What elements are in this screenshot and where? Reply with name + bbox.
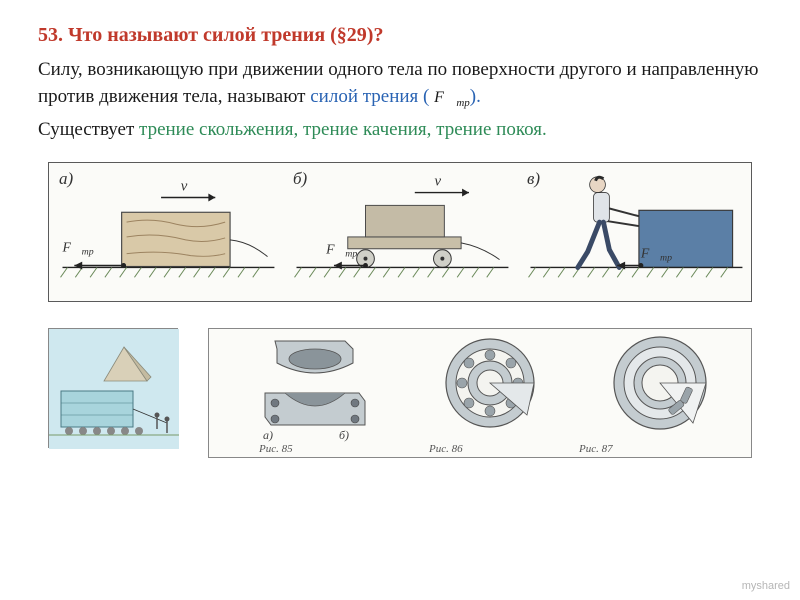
force-symbol: F⃗тр <box>434 89 470 106</box>
definition-text: Силу, возникающую при движении одного те… <box>38 57 762 111</box>
types-list: трение скольжения, трение качения, трени… <box>139 119 547 140</box>
panel-sliding: а) v⃗ <box>49 163 283 301</box>
panel-static: в) <box>517 163 751 301</box>
panel-rolling: б) <box>283 163 517 301</box>
rolling-friction-svg: v⃗ F⃗тр <box>283 163 517 301</box>
pyramid-figure <box>48 328 178 448</box>
types-prefix: Существует <box>38 119 139 140</box>
def-part2: ( <box>418 86 434 107</box>
static-friction-svg: F⃗тр <box>517 163 751 301</box>
fig-caption-87: Рис. 87 <box>579 443 613 455</box>
svg-text:v⃗: v⃗ <box>435 173 453 189</box>
panel-label-v: в) <box>527 169 540 189</box>
roller-bearing-svg <box>605 333 715 443</box>
force-symbol-f: F⃗ <box>434 89 456 106</box>
panel-label-a: а) <box>59 169 73 189</box>
bearings-figure: а) б) <box>208 328 752 458</box>
term-friction: силой трения <box>310 86 418 107</box>
friction-diagrams-row: а) v⃗ <box>48 162 752 302</box>
friction-types: Существует трение скольжения, трение кач… <box>38 117 762 144</box>
fig-caption-86: Рис. 86 <box>429 443 463 455</box>
panel-label-b: б) <box>293 169 307 189</box>
svg-text:б): б) <box>339 428 349 442</box>
bearings-row: а) б) <box>48 328 752 458</box>
svg-text:F⃗тр: F⃗тр <box>62 239 94 257</box>
fig-caption-85: Рис. 85 <box>259 443 293 455</box>
watermark: myshared <box>742 580 790 592</box>
def-part3: ). <box>470 86 481 107</box>
sliding-friction-svg: v⃗ F⃗тр <box>49 163 283 301</box>
question-title: 53. Что называют силой трения (§29)? <box>38 24 762 47</box>
plain-bearing-svg: а) б) <box>245 333 375 443</box>
svg-text:а): а) <box>263 428 273 442</box>
force-symbol-sub: тр <box>456 97 469 109</box>
svg-text:v⃗: v⃗ <box>181 178 199 194</box>
ball-bearing-svg <box>435 333 545 443</box>
pyramid-svg <box>49 329 179 449</box>
